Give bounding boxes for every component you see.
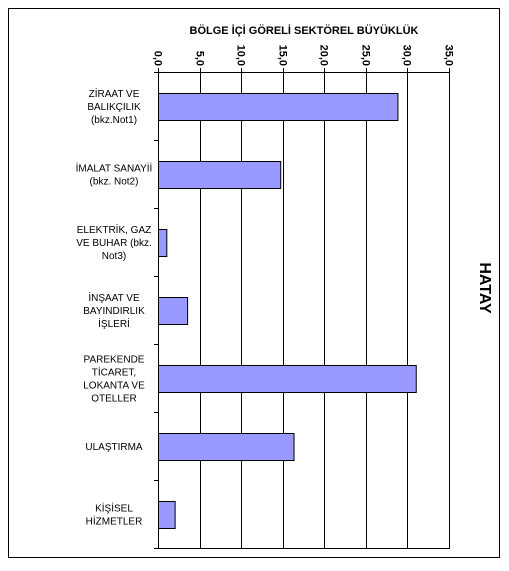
x-tick-label: 20,0 (318, 45, 330, 66)
x-tick-label: 25,0 (360, 45, 372, 66)
category-label-line: HİZMETLER (86, 515, 143, 528)
bar (158, 93, 399, 121)
bar (158, 501, 176, 529)
side-label: HATAY (476, 262, 493, 314)
category-label: PAREKENDE TİCARET, LOKANTA VE OTELLER (83, 355, 145, 405)
chart-outer-border (8, 8, 500, 558)
category-label-line: LOKANTA VE (83, 381, 145, 392)
category-label-line: KİŞİSEL (95, 502, 133, 515)
category-label-line: ELEKTRİK, GAZ (77, 223, 151, 236)
x-tick-label: 15,0 (277, 45, 289, 66)
category-label: ELEKTRİK, GAZ VE BUHAR (bkz. Not3) (76, 223, 152, 262)
plot-area: 0,0 5,0 10,0 15,0 20,0 25,0 30,0 35,0 ZİRAAT VE B… (76, 45, 455, 549)
category-label-line: İNŞAAT VE (88, 291, 140, 304)
category-label-line: Not3) (102, 251, 126, 262)
x-tick-label: 30,0 (401, 45, 413, 66)
category-label: İMALAT SANAYİİ (bkz. Not2) (76, 162, 153, 188)
category-label-line: BALIKÇILIK (87, 102, 141, 113)
bar (158, 297, 189, 325)
bar (158, 365, 417, 393)
category-label-line: PAREKENDE (84, 355, 145, 366)
bar (158, 161, 282, 189)
category-label-line: BAYINDIRLIK (83, 306, 145, 317)
category-label: İNŞAAT VE BAYINDIRLIK İŞLERİ (83, 291, 145, 330)
category-label-line: VE BUHAR (bkz. (76, 238, 152, 249)
bar (158, 229, 168, 257)
x-tick-label: 10,0 (235, 45, 247, 66)
x-tick-label: 35,0 (443, 45, 455, 66)
category-label: ZİRAAT VE BALIKÇILIK (bkz.Not1) (87, 87, 141, 126)
category-label-line: TİCARET, (92, 366, 136, 379)
x-tick-label: 0,0 (152, 51, 164, 66)
category-label-line: ULAŞTIRMA (85, 442, 143, 453)
category-label-line: (bkz. Not2) (90, 177, 139, 188)
chart-title: BÖLGE İÇİ GÖRELİ SEKTÖREL BÜYÜKLÜK (190, 24, 419, 37)
category-label: KİŞİSEL HİZMETLER (86, 502, 143, 528)
category-label-line: OTELLER (91, 394, 137, 405)
x-tick-label: 5,0 (194, 51, 206, 66)
bar (158, 433, 295, 461)
category-label-line: ZİRAAT VE (89, 87, 140, 100)
category-label: ULAŞTIRMA (85, 442, 143, 453)
category-label-line: İŞLERİ (98, 317, 130, 330)
category-label-line: İMALAT SANAYİİ (76, 162, 153, 175)
category-label-line: (bkz.Not1) (91, 115, 137, 126)
